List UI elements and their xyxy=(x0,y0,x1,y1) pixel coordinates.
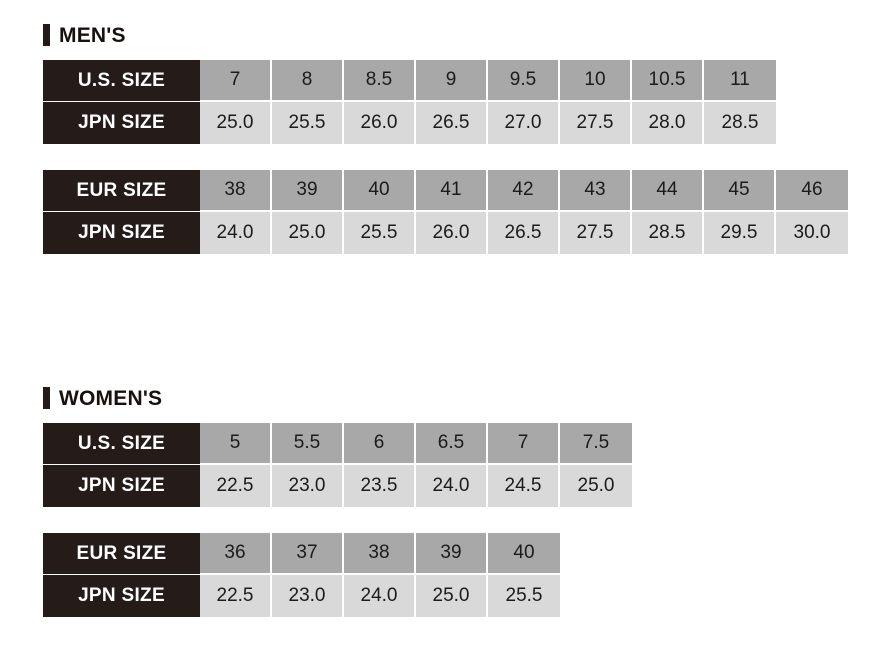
size-cell: 28.0 xyxy=(632,102,704,144)
size-cell: 25.5 xyxy=(272,102,344,144)
row-label-us-size: U.S. SIZE xyxy=(43,60,200,102)
table-row: EUR SIZE 38 39 40 41 42 43 44 45 46 xyxy=(43,170,848,212)
size-cell: 40 xyxy=(344,170,416,212)
table-row: JPN SIZE 25.0 25.5 26.0 26.5 27.0 27.5 2… xyxy=(43,102,776,144)
size-cell: 25.0 xyxy=(416,575,488,617)
table-row: JPN SIZE 24.0 25.0 25.5 26.0 26.5 27.5 2… xyxy=(43,212,848,254)
size-cell: 7.5 xyxy=(560,423,632,465)
size-cell: 22.5 xyxy=(200,465,272,507)
size-cell: 26.5 xyxy=(488,212,560,254)
size-cell: 7 xyxy=(200,60,272,102)
row-label-eur-size: EUR SIZE xyxy=(43,170,200,212)
womens-size-section: WOMEN'S U.S. SIZE 5 5.5 6 6.5 7 7.5 JPN … xyxy=(43,385,632,617)
mens-eur-size-table: EUR SIZE 38 39 40 41 42 43 44 45 46 JPN … xyxy=(43,170,848,254)
womens-eur-size-table: EUR SIZE 36 37 38 39 40 JPN SIZE 22.5 23… xyxy=(43,533,560,617)
size-cell: 22.5 xyxy=(200,575,272,617)
size-cell: 23.0 xyxy=(272,575,344,617)
womens-heading-label: WOMEN'S xyxy=(59,386,163,410)
size-cell: 38 xyxy=(200,170,272,212)
row-label-eur-size: EUR SIZE xyxy=(43,533,200,575)
size-cell: 28.5 xyxy=(632,212,704,254)
size-cell: 26.5 xyxy=(416,102,488,144)
size-cell: 25.5 xyxy=(344,212,416,254)
table-row: EUR SIZE 36 37 38 39 40 xyxy=(43,533,560,575)
size-cell: 8 xyxy=(272,60,344,102)
size-cell: 36 xyxy=(200,533,272,575)
womens-section-heading: WOMEN'S xyxy=(43,385,632,411)
size-cell: 26.0 xyxy=(344,102,416,144)
mens-heading-label: MEN'S xyxy=(59,23,126,47)
size-cell: 25.5 xyxy=(488,575,560,617)
table-row: JPN SIZE 22.5 23.0 24.0 25.0 25.5 xyxy=(43,575,560,617)
size-cell: 24.0 xyxy=(344,575,416,617)
heading-accent-bar-icon xyxy=(43,387,50,409)
size-cell: 46 xyxy=(776,170,848,212)
size-cell: 24.5 xyxy=(488,465,560,507)
size-cell: 9 xyxy=(416,60,488,102)
size-cell: 44 xyxy=(632,170,704,212)
size-cell: 42 xyxy=(488,170,560,212)
size-cell: 38 xyxy=(344,533,416,575)
size-cell: 37 xyxy=(272,533,344,575)
size-cell: 41 xyxy=(416,170,488,212)
size-cell: 10.5 xyxy=(632,60,704,102)
size-cell: 6 xyxy=(344,423,416,465)
size-cell: 24.0 xyxy=(416,465,488,507)
table-row: JPN SIZE 22.5 23.0 23.5 24.0 24.5 25.0 xyxy=(43,465,632,507)
size-cell: 26.0 xyxy=(416,212,488,254)
table-row: U.S. SIZE 5 5.5 6 6.5 7 7.5 xyxy=(43,423,632,465)
size-cell: 23.5 xyxy=(344,465,416,507)
row-label-jpn-size: JPN SIZE xyxy=(43,465,200,507)
size-cell: 39 xyxy=(416,533,488,575)
size-cell: 27.0 xyxy=(488,102,560,144)
heading-accent-bar-icon xyxy=(43,24,50,46)
size-cell: 23.0 xyxy=(272,465,344,507)
mens-size-section: MEN'S U.S. SIZE 7 8 8.5 9 9.5 10 10.5 11… xyxy=(43,22,848,254)
size-cell: 8.5 xyxy=(344,60,416,102)
size-cell: 39 xyxy=(272,170,344,212)
size-cell: 7 xyxy=(488,423,560,465)
size-cell: 40 xyxy=(488,533,560,575)
row-label-jpn-size: JPN SIZE xyxy=(43,575,200,617)
size-cell: 27.5 xyxy=(560,102,632,144)
size-cell: 5 xyxy=(200,423,272,465)
size-cell: 25.0 xyxy=(560,465,632,507)
size-cell: 11 xyxy=(704,60,776,102)
mens-section-heading: MEN'S xyxy=(43,22,848,48)
table-row: U.S. SIZE 7 8 8.5 9 9.5 10 10.5 11 xyxy=(43,60,776,102)
row-label-jpn-size: JPN SIZE xyxy=(43,102,200,144)
size-cell: 6.5 xyxy=(416,423,488,465)
size-cell: 43 xyxy=(560,170,632,212)
size-cell: 24.0 xyxy=(200,212,272,254)
size-cell: 30.0 xyxy=(776,212,848,254)
womens-us-size-table: U.S. SIZE 5 5.5 6 6.5 7 7.5 JPN SIZE 22.… xyxy=(43,423,632,507)
size-cell: 25.0 xyxy=(272,212,344,254)
size-cell: 27.5 xyxy=(560,212,632,254)
size-cell: 9.5 xyxy=(488,60,560,102)
mens-us-size-table: U.S. SIZE 7 8 8.5 9 9.5 10 10.5 11 JPN S… xyxy=(43,60,776,144)
size-cell: 45 xyxy=(704,170,776,212)
row-label-us-size: U.S. SIZE xyxy=(43,423,200,465)
size-cell: 29.5 xyxy=(704,212,776,254)
size-cell: 28.5 xyxy=(704,102,776,144)
row-label-jpn-size: JPN SIZE xyxy=(43,212,200,254)
size-cell: 5.5 xyxy=(272,423,344,465)
size-cell: 10 xyxy=(560,60,632,102)
size-cell: 25.0 xyxy=(200,102,272,144)
